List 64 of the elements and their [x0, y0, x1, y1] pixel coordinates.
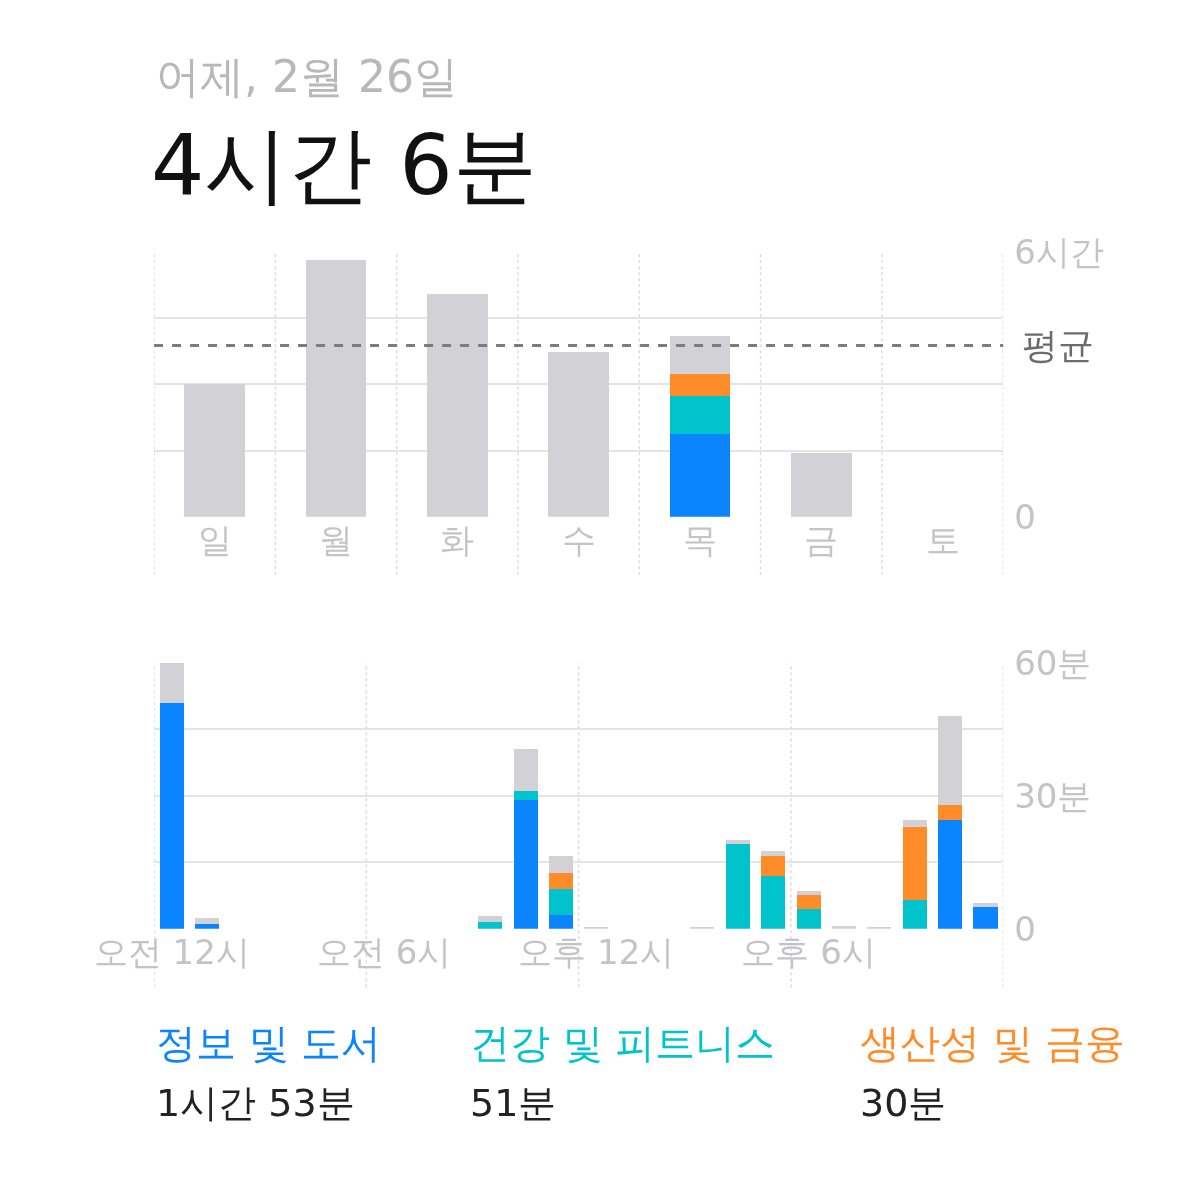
chart-title: 4시간 6분 — [151, 116, 537, 214]
bar — [669, 335, 731, 375]
x-tick-label: 월 — [319, 519, 354, 560]
bar — [725, 840, 750, 845]
bar — [548, 873, 573, 889]
bar — [973, 903, 998, 907]
x-tick-label: 오후 6시 — [741, 931, 876, 972]
bar — [478, 916, 503, 923]
bar — [513, 791, 538, 801]
bar — [184, 384, 246, 517]
x-tick-label: 오전 12시 — [93, 931, 250, 972]
y-tick-label: 0 — [1014, 908, 1036, 949]
bar — [796, 895, 821, 909]
text: 30분 — [860, 1081, 947, 1125]
bar — [548, 915, 573, 929]
y-tick-label: 30분 — [1014, 775, 1092, 816]
bar — [796, 891, 821, 896]
bar — [831, 926, 856, 929]
bar — [159, 702, 184, 929]
chart-subtitle: 어제, 2월 26일 — [156, 51, 458, 102]
bar — [669, 396, 731, 434]
text: 정보 및 도서 — [156, 1020, 382, 1066]
bar — [902, 826, 927, 900]
bar — [938, 820, 963, 929]
bar — [159, 662, 184, 703]
x-tick-label: 오후 12시 — [518, 931, 675, 972]
x-tick-label: 목 — [682, 519, 717, 560]
text: 건강 및 피트니스 — [470, 1020, 776, 1066]
bar — [902, 899, 927, 929]
bar — [938, 716, 963, 805]
bar — [513, 749, 538, 792]
bar — [669, 374, 731, 397]
bar — [548, 351, 609, 517]
bar — [195, 917, 220, 925]
bar — [761, 851, 786, 856]
bar — [195, 924, 220, 929]
x-tick-label: 금 — [804, 519, 839, 560]
x-tick-label: 일 — [197, 519, 232, 560]
x-tick-label: 오전 6시 — [316, 931, 452, 972]
bar — [973, 906, 998, 929]
bar — [761, 875, 786, 929]
bar — [902, 820, 927, 827]
bar — [305, 259, 367, 517]
bar — [938, 804, 963, 821]
x-tick-label: 화 — [440, 519, 475, 560]
bar — [790, 452, 852, 517]
text: 1시간 53분 — [156, 1081, 355, 1125]
y-tick-label: 60분 — [1014, 642, 1092, 683]
bar — [427, 294, 488, 517]
text: 생산성 및 금융 — [860, 1020, 1126, 1066]
bar — [761, 855, 786, 876]
text: 51분 — [470, 1081, 557, 1125]
bar — [725, 844, 750, 929]
x-tick-label: 수 — [561, 519, 596, 560]
ref-line-label: 평균 — [1022, 325, 1094, 366]
bar — [669, 433, 731, 517]
bar — [478, 922, 503, 929]
bar — [548, 888, 573, 916]
bar — [513, 800, 538, 929]
bar — [548, 855, 573, 874]
y-tick-label: 6시간 — [1014, 231, 1104, 272]
y-tick-label: 0 — [1014, 496, 1036, 537]
x-tick-label: 토 — [925, 519, 960, 560]
bar — [796, 908, 821, 929]
